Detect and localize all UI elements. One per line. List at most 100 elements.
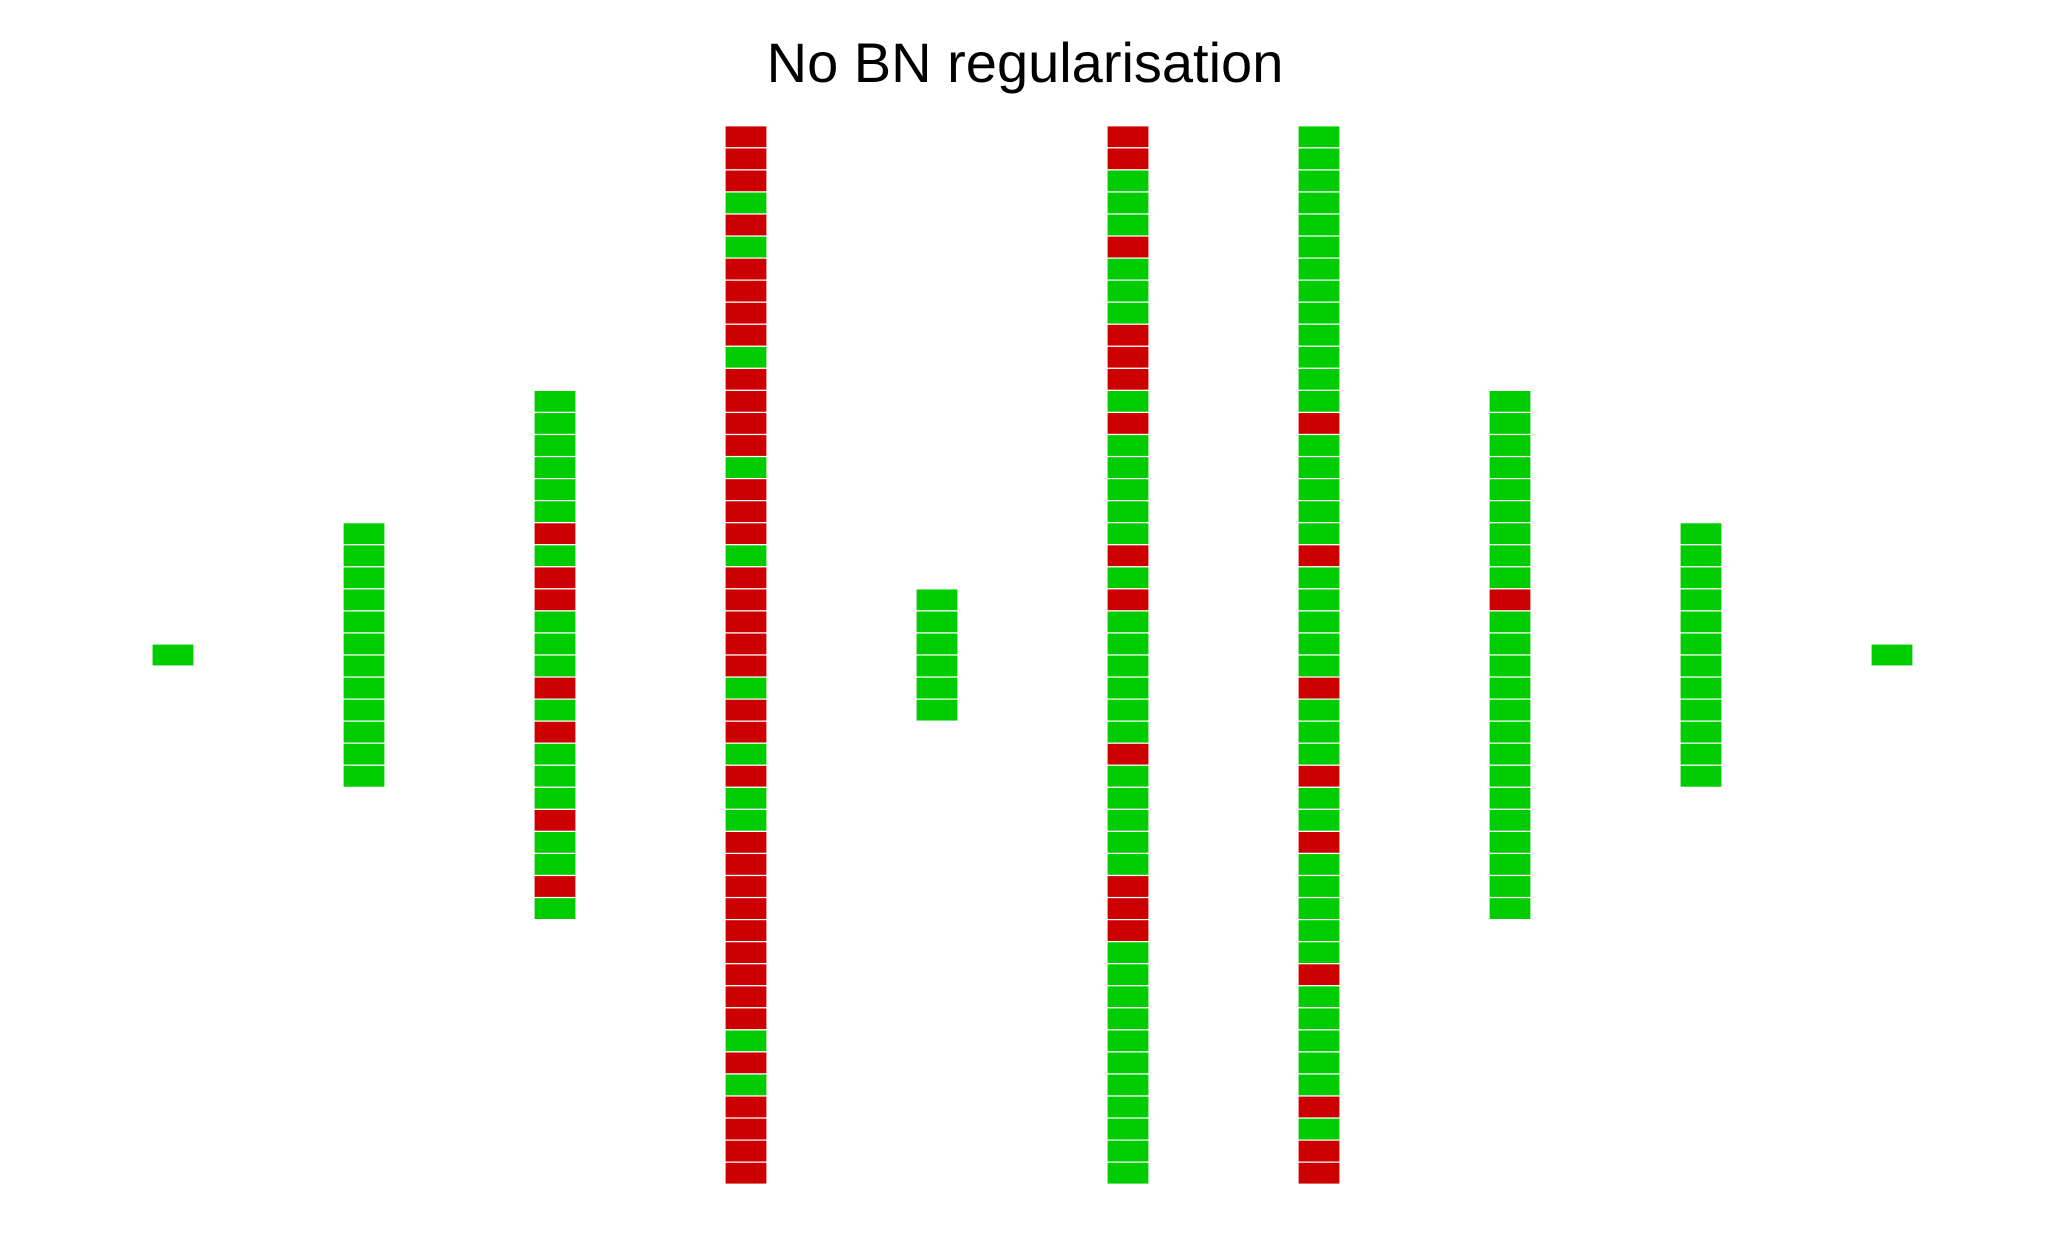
- cell-layer4-unit6: [724, 235, 768, 259]
- cell-layer4-unit7: [724, 257, 768, 281]
- cell-layer6-unit33: [1106, 830, 1150, 855]
- cell-layer6-unit34: [1106, 852, 1150, 877]
- cell-layer8-unit10: [1488, 588, 1532, 612]
- cell-layer2-unit10: [342, 720, 386, 744]
- cell-layer8-unit3: [1488, 433, 1532, 458]
- cell-layer6-unit20: [1106, 544, 1150, 568]
- chart-title: No BN regularisation: [766, 31, 1284, 94]
- cell-layer5-unit1: [915, 588, 959, 612]
- cell-layer3-unit12: [533, 632, 577, 656]
- cell-layer2-unit11: [342, 742, 386, 766]
- cell-layer7-unit19: [1297, 522, 1341, 546]
- cell-layer4-unit35: [724, 874, 768, 899]
- cell-layer4-unit31: [724, 786, 768, 810]
- cell-layer7-unit17: [1297, 478, 1341, 502]
- cell-layer6-unit3: [1106, 169, 1150, 193]
- cell-layer6-unit29: [1106, 742, 1150, 766]
- cell-layer6-unit26: [1106, 676, 1150, 700]
- cell-layer3-unit23: [533, 874, 577, 899]
- cell-layer6-unit47: [1106, 1139, 1150, 1163]
- cell-layer6-unit38: [1106, 941, 1150, 965]
- cell-layer6-unit4: [1106, 191, 1150, 215]
- cell-layer6-unit16: [1106, 455, 1150, 480]
- cell-layer7-unit5: [1297, 213, 1341, 237]
- cell-layer3-unit5: [533, 478, 577, 502]
- cell-layer6-unit30: [1106, 764, 1150, 788]
- cell-layer6-unit40: [1106, 985, 1150, 1009]
- cell-layer7-unit8: [1297, 279, 1341, 303]
- cell-layer2-unit5: [342, 610, 386, 634]
- cell-layer6-unit19: [1106, 522, 1150, 546]
- cell-layer6-unit28: [1106, 720, 1150, 744]
- cell-layer9-unit9: [1679, 698, 1723, 722]
- cell-layer4-unit39: [724, 963, 768, 987]
- cell-layer2-unit12: [342, 764, 386, 788]
- cell-layer7-unit35: [1297, 874, 1341, 899]
- cell-layer9-unit10: [1679, 720, 1723, 744]
- cell-layer4-unit46: [724, 1117, 768, 1141]
- cell-layer7-unit43: [1297, 1051, 1341, 1075]
- cell-layer7-unit27: [1297, 698, 1341, 722]
- cell-layer6-unit22: [1106, 588, 1150, 612]
- layer-column-9: [1679, 522, 1723, 788]
- cell-layer4-unit12: [724, 367, 768, 392]
- cell-layer4-unit4: [724, 191, 768, 215]
- cell-layer3-unit18: [533, 764, 577, 788]
- cell-layer4-unit27: [724, 698, 768, 722]
- cell-layer4-unit1: [724, 125, 768, 149]
- cell-layer2-unit3: [342, 566, 386, 590]
- cell-layer6-unit5: [1106, 213, 1150, 237]
- cell-layer6-unit43: [1106, 1051, 1150, 1075]
- cell-layer6-unit25: [1106, 654, 1150, 678]
- cell-layer4-unit34: [724, 852, 768, 877]
- cell-layer4-unit13: [724, 389, 768, 414]
- cell-layer6-unit48: [1106, 1161, 1150, 1185]
- cell-layer2-unit4: [342, 588, 386, 612]
- cell-layer9-unit8: [1679, 676, 1723, 700]
- cell-layer7-unit48: [1297, 1161, 1341, 1185]
- cell-layer4-unit36: [724, 896, 768, 921]
- cell-layer6-unit32: [1106, 808, 1150, 832]
- cell-layer6-unit23: [1106, 610, 1150, 634]
- cell-layer6-unit39: [1106, 963, 1150, 987]
- layer-column-3: [533, 389, 577, 921]
- cell-layer8-unit15: [1488, 698, 1532, 722]
- cell-layer6-unit7: [1106, 257, 1150, 281]
- cell-layer4-unit5: [724, 213, 768, 237]
- cell-layer8-unit21: [1488, 830, 1532, 855]
- cell-layer6-unit15: [1106, 433, 1150, 458]
- cell-layer4-unit42: [724, 1029, 768, 1053]
- cell-layer4-unit48: [724, 1161, 768, 1185]
- cell-layer7-unit12: [1297, 367, 1341, 392]
- cell-layer2-unit1: [342, 522, 386, 546]
- cell-layer6-unit21: [1106, 566, 1150, 590]
- cell-layer7-unit26: [1297, 676, 1341, 700]
- cell-layer8-unit23: [1488, 874, 1532, 899]
- cell-layer8-unit1: [1488, 389, 1532, 414]
- cell-layer4-unit41: [724, 1007, 768, 1031]
- cell-layer2-unit8: [342, 676, 386, 700]
- cell-layer7-unit14: [1297, 411, 1341, 436]
- cell-layer7-unit33: [1297, 830, 1341, 855]
- cell-layer4-unit44: [724, 1073, 768, 1097]
- cell-layer4-unit17: [724, 478, 768, 502]
- layer-column-7: [1297, 125, 1341, 1185]
- cell-layer3-unit8: [533, 544, 577, 568]
- cell-layer7-unit10: [1297, 323, 1341, 347]
- cell-layer8-unit9: [1488, 566, 1532, 590]
- cell-layer7-unit18: [1297, 500, 1341, 524]
- cell-layer7-unit28: [1297, 720, 1341, 744]
- cell-layer7-unit46: [1297, 1117, 1341, 1141]
- cell-layer9-unit3: [1679, 566, 1723, 590]
- cell-layer7-unit3: [1297, 169, 1341, 193]
- cell-layer9-unit1: [1679, 522, 1723, 546]
- cell-layer7-unit11: [1297, 345, 1341, 369]
- cell-layer9-unit4: [1679, 588, 1723, 612]
- cell-layer8-unit20: [1488, 808, 1532, 832]
- cell-layer6-unit46: [1106, 1117, 1150, 1141]
- cell-layer3-unit16: [533, 720, 577, 744]
- cell-layer7-unit6: [1297, 235, 1341, 259]
- cell-layer4-unit18: [724, 500, 768, 524]
- cell-layer7-unit4: [1297, 191, 1341, 215]
